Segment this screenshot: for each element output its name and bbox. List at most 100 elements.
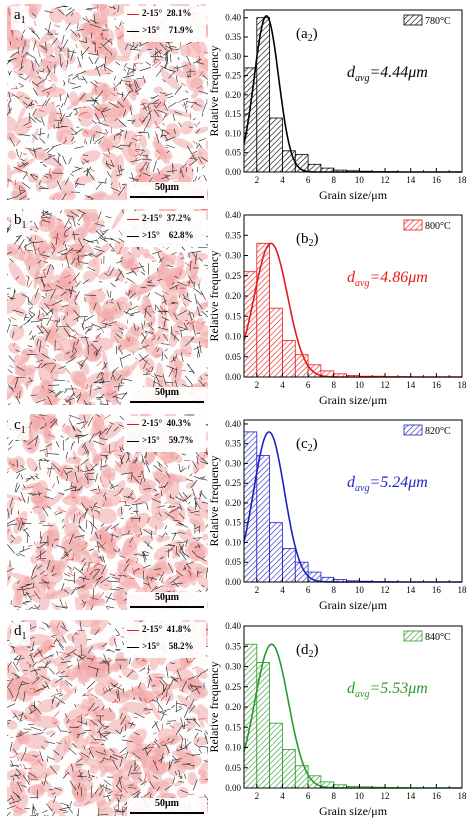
x-tick-label: 4 [280, 585, 285, 595]
x-tick-label: 4 [280, 175, 285, 185]
y-tick-label: 0.05 [225, 148, 241, 158]
chart-panel-label: (b2) [296, 231, 319, 249]
y-tick-label: 0.35 [225, 439, 241, 449]
y-tick-label: 0.05 [225, 557, 241, 567]
scale-bar-label: 50μm [155, 387, 179, 398]
grain-boundary-map [7, 209, 208, 405]
x-tick-label: 12 [381, 585, 390, 595]
y-tick-label: 0.30 [225, 51, 241, 61]
x-tick-label: 14 [406, 380, 416, 390]
chart-panel-label: (d2) [296, 642, 319, 660]
low-angle-legend-text: 2-15° 28.1% [142, 8, 192, 18]
scale-bar-label: 50μm [155, 182, 179, 193]
high-angle-legend-text: >15° 58.2% [142, 641, 194, 651]
grain-size-histogram: 0.00 0.05 0.10 0.15 0.20 0.25 0.30 0.35 0.40 2 4 6 8… [208, 9, 467, 202]
y-tick-label: 0.15 [225, 518, 241, 528]
low-angle-line-icon [127, 14, 139, 15]
x-tick-label: 6 [306, 585, 311, 595]
legend-label: 820°C [425, 426, 451, 437]
x-tick-label: 18 [458, 380, 468, 390]
figure-row: c1 2-15° 40.3% >15° 59.7% 50μm 0.00 0.05 0… [0, 410, 474, 615]
high-angle-line-icon [127, 647, 139, 648]
legend-swatch [403, 630, 423, 642]
y-tick-label: 0.40 [225, 419, 241, 429]
histogram-bar [256, 455, 270, 583]
x-tick-label: 2 [255, 791, 259, 801]
boundary-legend: 2-15° 40.3% >15° 59.7% [124, 416, 206, 452]
micrograph-letter: b [14, 212, 22, 228]
histogram-bar [269, 117, 283, 173]
micrograph-panel-label: a1 [11, 6, 29, 30]
x-tick-label: 16 [432, 175, 442, 185]
y-tick-label: 0.00 [225, 372, 241, 382]
x-tick-label: 8 [332, 585, 337, 595]
x-tick-label: 14 [406, 585, 416, 595]
legend-label: 780°C [425, 16, 451, 27]
x-tick-label: 12 [381, 175, 390, 185]
x-axis-label: Grain size/μm [319, 393, 388, 407]
y-tick-label: 0.00 [225, 783, 241, 793]
y-tick-label: 0.20 [225, 702, 241, 712]
temperature-legend: 780°C [403, 14, 451, 27]
grain-boundary-map [7, 620, 208, 816]
x-tick-label: 2 [255, 175, 259, 185]
x-tick-label: 8 [332, 791, 337, 801]
temperature-legend: 840°C [403, 630, 451, 643]
grain-size-histogram: 0.00 0.05 0.10 0.15 0.20 0.25 0.30 0.35 0.40 2 4 6 8… [208, 419, 467, 612]
x-tick-label: 16 [432, 380, 442, 390]
y-tick-label: 0.20 [225, 90, 241, 100]
y-tick-label: 0.05 [225, 763, 241, 773]
average-grain-size-annotation: davg=4.86μm [347, 269, 428, 289]
x-tick-label: 2 [255, 585, 259, 595]
x-tick-label: 10 [355, 175, 365, 185]
boundary-legend: 2-15° 41.8% >15° 58.2% [124, 622, 206, 658]
y-tick-label: 0.30 [225, 458, 241, 468]
x-tick-label: 10 [355, 380, 365, 390]
y-axis-label: Relative frequency [208, 456, 221, 547]
histogram-bar [269, 722, 283, 789]
histogram-bar [294, 354, 309, 378]
y-tick-label: 0.15 [225, 311, 241, 321]
y-tick-label: 0.10 [225, 743, 241, 753]
ebsd-micrograph: c1 2-15° 40.3% >15° 59.7% 50μm [7, 414, 208, 610]
high-angle-line-icon [127, 236, 139, 237]
y-tick-label: 0.25 [225, 478, 241, 488]
chart-panel-label: (c2) [296, 436, 318, 454]
grain-size-histogram: 0.00 0.05 0.10 0.15 0.20 0.25 0.30 0.35 0.40 2 4 6 8… [208, 210, 468, 407]
micrograph-subscript: 1 [21, 631, 27, 642]
y-tick-label: 0.30 [225, 251, 241, 261]
histogram-bar [269, 522, 283, 583]
y-tick-label: 0.05 [225, 352, 241, 362]
high-angle-legend-text: >15° 59.7% [142, 435, 194, 445]
histogram-bar [282, 547, 296, 583]
average-grain-size-annotation: davg=4.44μm [347, 64, 428, 84]
plot-frame [243, 419, 463, 583]
histogram-bar [243, 67, 258, 173]
micrograph-subscript: 1 [20, 15, 26, 26]
y-axis-label: Relative frequency [208, 662, 221, 753]
micrograph-panel-label: c1 [11, 416, 29, 440]
scale-bar-label: 50μm [155, 592, 179, 603]
x-tick-label: 4 [280, 791, 285, 801]
y-tick-label: 0.25 [225, 682, 241, 692]
micrograph-panel-label: b1 [11, 211, 30, 235]
low-angle-line-icon [127, 630, 139, 631]
figure-row: a1 2-15° 28.1% >15° 71.9% 50μm 0.00 0.05 0… [0, 0, 474, 205]
y-tick-label: 0.25 [225, 271, 241, 281]
x-tick-label: 10 [355, 791, 365, 801]
y-tick-label: 0.35 [225, 230, 241, 240]
y-tick-label: 0.10 [225, 537, 241, 547]
low-angle-line-icon [127, 219, 139, 220]
temperature-legend: 800°C [403, 219, 451, 232]
low-angle-legend-text: 2-15° 40.3% [142, 418, 192, 428]
histogram-bar [282, 150, 296, 173]
y-tick-label: 0.15 [225, 109, 241, 119]
x-axis-label: Grain size/μm [319, 188, 388, 202]
y-tick-label: 0.35 [225, 641, 241, 651]
x-tick-label: 18 [458, 791, 468, 801]
y-tick-label: 0.40 [225, 13, 241, 23]
y-tick-label: 0.40 [225, 621, 241, 631]
micrograph-letter: c [14, 417, 21, 433]
scale-bar-line [130, 606, 204, 608]
figure-row: b1 2-15° 37.2% >15° 62.8% 50μm 0.00 0.05 0… [0, 205, 474, 410]
